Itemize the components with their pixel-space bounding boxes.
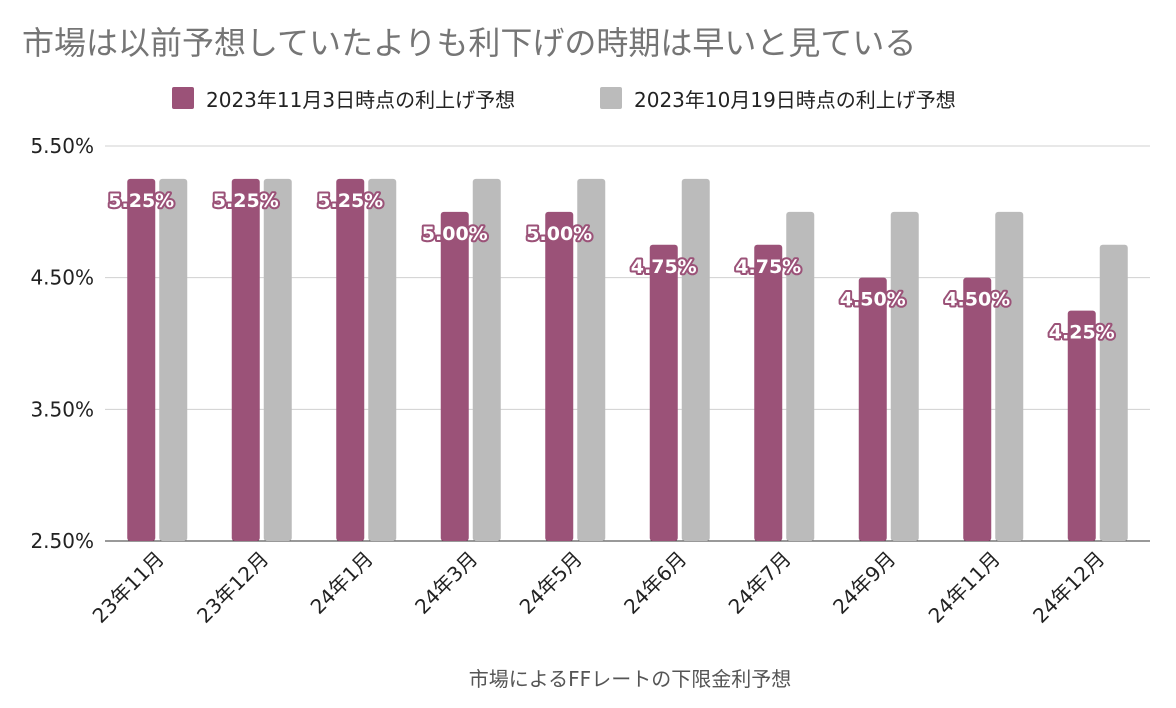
data-label: 5.00% [526, 223, 592, 245]
bar-series-1 [858, 277, 887, 541]
bar-series-1 [336, 178, 365, 541]
x-tick-label: 23年12月 [192, 547, 273, 628]
data-label: 4.25% [1049, 322, 1115, 344]
y-tick-label: 2.50% [30, 529, 94, 553]
data-label: 5.25% [108, 190, 174, 212]
data-label: 4.50% [944, 289, 1010, 311]
x-tick-label: 24年5月 [515, 547, 587, 619]
x-tick-label: 24年7月 [724, 547, 796, 619]
x-tick-label: 24年6月 [619, 547, 691, 619]
legend: 2023年11月3日時点の利上げ予想 2023年10月19日時点の利上げ予想 [0, 80, 1176, 116]
bar-series-1 [545, 211, 574, 542]
x-tick-label: 24年1月 [306, 547, 378, 619]
data-label: 5.00% [422, 223, 488, 245]
bar-series-1 [963, 277, 992, 541]
x-tick-label: 23年11月 [88, 547, 169, 628]
bar-series-1 [440, 211, 469, 542]
bar-series-1 [649, 244, 678, 541]
x-tick-label: 24年9月 [828, 547, 900, 619]
x-tick-label: 24年3月 [410, 547, 482, 619]
legend-item-series-2[interactable]: 2023年10月19日時点の利上げ予想 [600, 80, 956, 116]
bar-series-1 [1067, 310, 1096, 541]
y-tick-label: 4.50% [30, 266, 94, 290]
x-axis-title: 市場によるFFレートの下限金利予想 [469, 667, 791, 691]
data-label: 4.75% [631, 256, 697, 278]
data-label: 5.25% [317, 190, 383, 212]
legend-swatch-series-2 [600, 87, 622, 109]
bar-series-2 [577, 178, 606, 541]
legend-swatch-series-1 [172, 87, 194, 109]
legend-item-series-1[interactable]: 2023年11月3日時点の利上げ予想 [172, 80, 515, 116]
bar-series-1 [754, 244, 783, 541]
chart-title: 市場は以前予想していたよりも利下げの時期は早いと見ている [22, 24, 917, 62]
data-label: 4.50% [840, 289, 906, 311]
bar-series-2 [681, 178, 710, 541]
bar-series-2 [1099, 244, 1128, 541]
bar-series-2 [890, 211, 919, 542]
bar-series-2 [159, 178, 188, 541]
legend-label-series-1: 2023年11月3日時点の利上げ予想 [206, 87, 516, 112]
bar-series-2 [995, 211, 1024, 542]
y-tick-label: 5.50% [30, 134, 94, 158]
data-label: 5.25% [213, 190, 279, 212]
bar-series-2 [263, 178, 292, 541]
bar-series-2 [368, 178, 397, 541]
data-label: 4.75% [735, 256, 801, 278]
x-tick-label: 24年11月 [924, 547, 1005, 628]
bar-series-2 [472, 178, 501, 541]
bar-series-2 [786, 211, 815, 542]
bar-series-1 [127, 178, 156, 541]
x-tick-label: 24年12月 [1028, 547, 1109, 628]
y-tick-label: 3.50% [30, 397, 94, 421]
legend-label-series-2: 2023年10月19日時点の利上げ予想 [634, 87, 956, 112]
bar-series-1 [231, 178, 260, 541]
